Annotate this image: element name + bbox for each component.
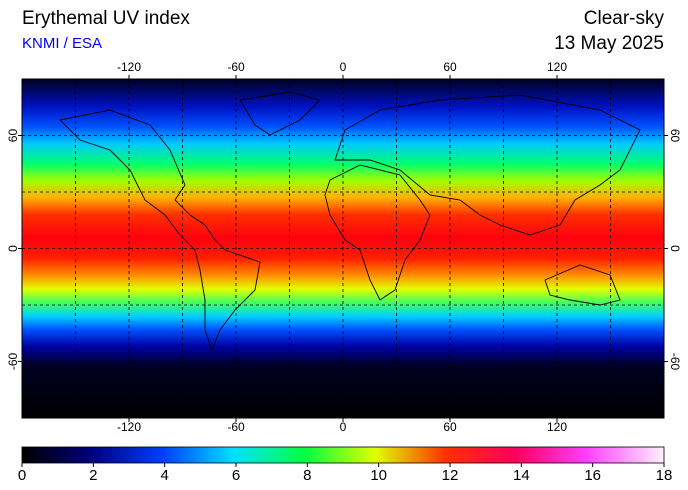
lat-tick-label: 60 — [668, 129, 682, 143]
colorbar-tick-label: 16 — [584, 467, 601, 484]
lon-tick-label: 60 — [443, 420, 457, 434]
colorbar-tick-label: 10 — [370, 467, 387, 484]
lon-tick-label: 0 — [340, 60, 347, 74]
condition: Clear-sky — [584, 8, 665, 29]
colorbar-tick-label: 14 — [513, 467, 530, 484]
colorbar-tick-label: 18 — [656, 467, 673, 484]
colorbar-tick-label: 0 — [18, 467, 26, 484]
colorbar-tick-label: 6 — [232, 467, 240, 484]
lon-tick-label: 120 — [547, 420, 567, 434]
graticule — [22, 79, 664, 418]
lon-tick-label: -120 — [117, 420, 141, 434]
colorbar-tick-label: 8 — [303, 467, 311, 484]
lon-tick-label: 120 — [547, 60, 567, 74]
title: Erythemal UV index — [22, 8, 190, 29]
axis-ticks: -120 -120 -60 -60 0 0 60 60 120 120 60 60 0 0 -60 -60 — [6, 60, 682, 434]
lon-tick-label: -120 — [117, 60, 141, 74]
lat-tick-label: 60 — [6, 129, 20, 143]
lon-tick-label: -60 — [227, 60, 245, 74]
lon-tick-label: -60 — [227, 420, 245, 434]
lon-tick-label: 60 — [443, 60, 457, 74]
colorbar-tick-label: 4 — [160, 467, 168, 484]
colorbar-tick-label: 12 — [442, 467, 459, 484]
colorbar-ticks: 0 2 4 6 8 10 12 14 16 18 — [18, 463, 673, 484]
lon-tick-label: 0 — [340, 420, 347, 434]
lat-tick-label: 0 — [6, 245, 20, 252]
date: 13 May 2025 — [554, 33, 664, 54]
lat-tick-label: -60 — [668, 353, 682, 371]
lat-tick-label: -60 — [6, 353, 20, 371]
lat-tick-label: 0 — [668, 245, 682, 252]
subtitle: KNMI / ESA — [22, 35, 102, 52]
colorbar-tick-label: 2 — [89, 467, 97, 484]
colorbar — [21, 446, 665, 464]
coastlines — [59, 91, 641, 352]
